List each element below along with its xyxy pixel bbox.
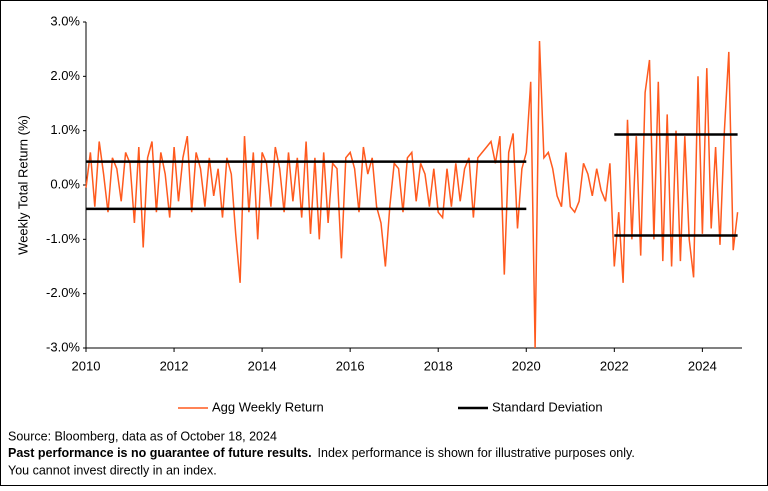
y-tick-label: 1.0%: [50, 122, 80, 137]
x-tick-label: 2020: [512, 358, 541, 373]
source: Source: Bloomberg, data as of October 18…: [8, 429, 277, 443]
disclaimer-text: Index performance is shown for illustrat…: [318, 446, 635, 460]
x-tick-label: 2010: [72, 358, 101, 373]
x-tick-label: 2024: [688, 358, 717, 373]
x-tick-label: 2016: [336, 358, 365, 373]
legend-label: Agg Weekly Return: [212, 399, 324, 414]
x-tick-label: 2018: [424, 358, 453, 373]
disclaimer-bold: Past performance is no guarantee of futu…: [8, 446, 312, 460]
y-tick-label: 2.0%: [50, 68, 80, 83]
disclaimer-2: You cannot invest directly in an index.: [8, 463, 217, 477]
x-tick-label: 2014: [248, 358, 277, 373]
legend-label: Standard Deviation: [492, 399, 603, 414]
x-tick-label: 2022: [600, 358, 629, 373]
series-line: [86, 133, 738, 237]
disclaimer: Past performance is no guarantee of futu…: [8, 446, 635, 460]
y-tick-label: -3.0%: [46, 339, 80, 354]
y-tick-label: -2.0%: [46, 285, 80, 300]
y-tick-label: 0.0%: [50, 176, 80, 191]
y-axis-label: Weekly Total Return (%): [15, 115, 30, 255]
y-tick-label: -1.0%: [46, 231, 80, 246]
y-tick-label: 3.0%: [50, 13, 80, 28]
series-line: [85, 40, 739, 349]
x-tick-label: 2012: [160, 358, 189, 373]
